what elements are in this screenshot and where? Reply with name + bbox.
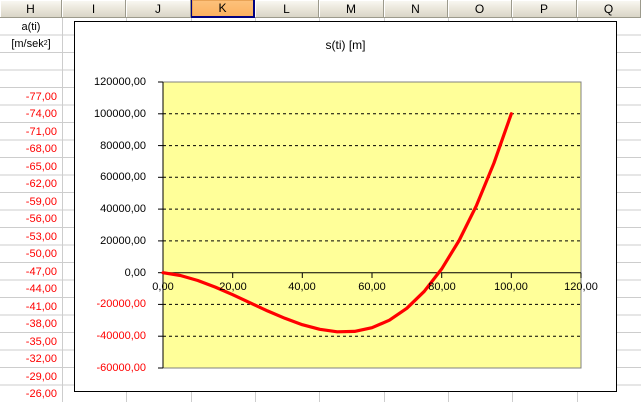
cell-value[interactable]: -29,00 [0, 368, 62, 386]
x-axis-label[interactable]: 0,00 [137, 281, 189, 293]
cell-value[interactable]: -50,00 [0, 246, 62, 264]
cell-value[interactable]: -47,00 [0, 263, 62, 281]
column-header-q[interactable]: Q [577, 0, 641, 18]
cell-value[interactable]: -44,00 [0, 281, 62, 299]
x-axis-label[interactable]: 40,00 [276, 281, 328, 293]
unit-close: ] [48, 38, 51, 50]
column-header-m[interactable]: M [319, 0, 384, 18]
cell-value[interactable]: -77,00 [0, 88, 62, 106]
cell-value[interactable]: -35,00 [0, 333, 62, 351]
cell-value[interactable]: -68,00 [0, 141, 62, 159]
y-axis-label[interactable]: 40000,00 [74, 203, 146, 215]
cell-value[interactable]: -71,00 [0, 123, 62, 141]
y-axis-label[interactable]: -20000,00 [74, 298, 146, 310]
cell-value[interactable]: -26,00 [0, 386, 62, 403]
column-header-p[interactable]: P [512, 0, 577, 18]
cell-value[interactable]: -65,00 [0, 158, 62, 176]
column-header-n[interactable]: N [384, 0, 448, 18]
column-header-row: H I J K L M N O P Q [0, 0, 641, 18]
unit-text: [m/sek [11, 38, 43, 50]
chart-canvas [74, 21, 617, 392]
x-axis-label[interactable]: 60,00 [346, 281, 398, 293]
grid-vline [62, 18, 63, 402]
y-axis-label[interactable]: 80000,00 [74, 140, 146, 152]
cell-value[interactable]: -38,00 [0, 316, 62, 334]
cell-value[interactable]: -32,00 [0, 351, 62, 369]
y-axis[interactable] [158, 82, 163, 368]
y-axis-label[interactable]: -40000,00 [74, 330, 146, 342]
column-header-i[interactable]: I [62, 0, 126, 18]
column-header-l[interactable]: L [255, 0, 319, 18]
y-axis-label[interactable]: 20000,00 [74, 235, 146, 247]
x-axis-label[interactable]: 20,00 [207, 281, 259, 293]
column-header-o[interactable]: O [448, 0, 512, 18]
cell-value[interactable]: -59,00 [0, 193, 62, 211]
x-axis-label[interactable]: 120,00 [555, 281, 607, 293]
column-header-j[interactable]: J [126, 0, 191, 18]
cell-blank[interactable] [0, 53, 62, 71]
cell-value[interactable]: -41,00 [0, 298, 62, 316]
chart-title[interactable]: s(ti) [m] [74, 38, 617, 52]
x-axis-label[interactable]: 100,00 [485, 281, 537, 293]
cell-value[interactable]: -56,00 [0, 211, 62, 229]
cell-blank[interactable] [0, 71, 62, 89]
y-axis-label[interactable]: 120000,00 [74, 76, 146, 88]
column-header-k-selected[interactable]: K [191, 0, 255, 18]
cell-value[interactable]: -74,00 [0, 106, 62, 124]
cell-a-ti-label[interactable]: a(ti) [0, 18, 62, 36]
y-axis-label[interactable]: 100000,00 [74, 108, 146, 120]
cell-value[interactable]: -62,00 [0, 176, 62, 194]
y-axis-label[interactable]: 60000,00 [74, 171, 146, 183]
x-axis-label[interactable]: 80,00 [416, 281, 468, 293]
y-axis-label[interactable]: -60000,00 [74, 362, 146, 374]
chart[interactable]: s(ti) [m] 120000,00 100000,00 80000,00 6… [74, 21, 617, 392]
plot-area[interactable] [163, 82, 581, 368]
cell-value[interactable]: -53,00 [0, 228, 62, 246]
y-axis-label[interactable]: 0,00 [74, 267, 146, 279]
column-header-h[interactable]: H [0, 0, 62, 18]
